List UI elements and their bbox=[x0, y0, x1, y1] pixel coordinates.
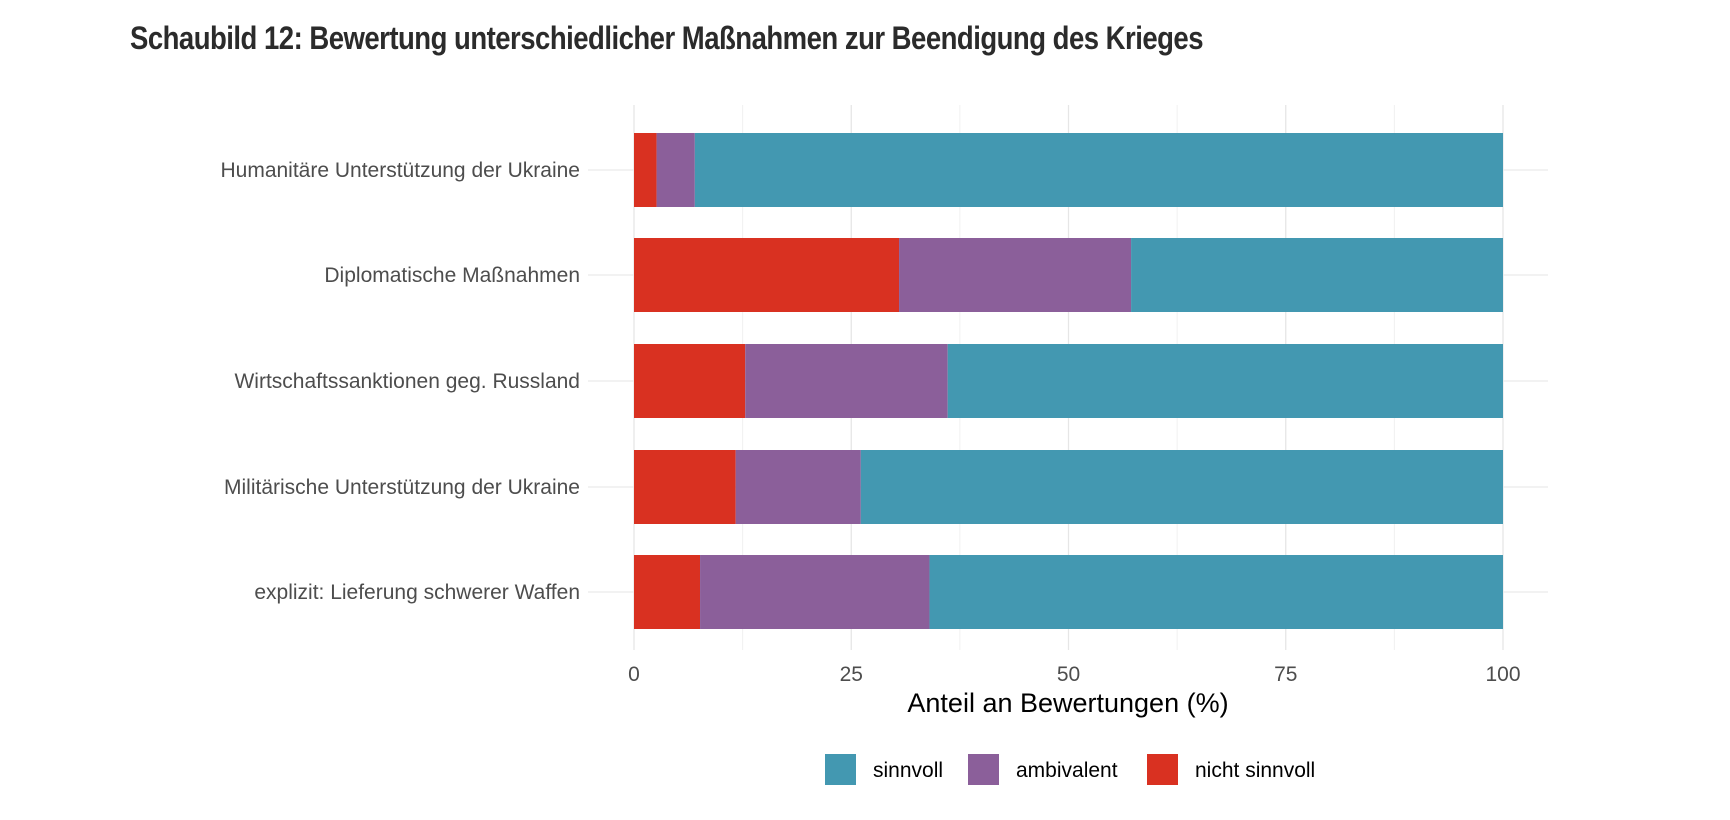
bar-segment-nicht-sinnvoll bbox=[634, 555, 701, 629]
legend-swatch bbox=[825, 754, 856, 785]
x-tick-label: 0 bbox=[628, 663, 640, 686]
bar-segment-ambivalent bbox=[735, 450, 861, 524]
bar-segment-sinnvoll bbox=[947, 344, 1503, 418]
x-axis-title: Anteil an Bewertungen (%) bbox=[907, 688, 1228, 718]
x-tick-label: 50 bbox=[1057, 663, 1080, 686]
bar-segment-nicht-sinnvoll bbox=[634, 450, 736, 524]
legend-label: sinnvoll bbox=[873, 759, 943, 782]
bar-segment-sinnvoll bbox=[694, 133, 1503, 207]
category-label: Wirtschaftssanktionen geg. Russland bbox=[234, 370, 580, 393]
bars bbox=[634, 133, 1503, 629]
bar-segment-nicht-sinnvoll bbox=[634, 238, 900, 312]
bar-segment-sinnvoll bbox=[929, 555, 1503, 629]
chart-title: Schaubild 12: Bewertung unterschiedliche… bbox=[130, 20, 1204, 56]
x-tick-label: 75 bbox=[1274, 663, 1297, 686]
category-labels: Humanitäre Unterstützung der Ukraine Dipl… bbox=[220, 159, 580, 604]
legend-swatch bbox=[1147, 754, 1178, 785]
bar-segment-ambivalent bbox=[745, 344, 948, 418]
bar-segment-nicht-sinnvoll bbox=[634, 344, 746, 418]
x-axis-ticks: 0 25 50 75 100 bbox=[628, 663, 1520, 686]
legend-swatch bbox=[968, 754, 999, 785]
bar-segment-sinnvoll bbox=[1131, 238, 1503, 312]
legend-label: ambivalent bbox=[1016, 759, 1118, 782]
bar-segment-nicht-sinnvoll bbox=[634, 133, 657, 207]
bar-segment-ambivalent bbox=[656, 133, 695, 207]
bar-segment-sinnvoll bbox=[860, 450, 1503, 524]
category-label: Militärische Unterstützung der Ukraine bbox=[224, 476, 580, 499]
x-tick-label: 100 bbox=[1485, 663, 1520, 686]
category-label: Humanitäre Unterstützung der Ukraine bbox=[220, 159, 580, 182]
x-tick-label: 25 bbox=[840, 663, 863, 686]
bar-segment-ambivalent bbox=[899, 238, 1132, 312]
legend: sinnvoll ambivalent nicht sinnvoll bbox=[825, 754, 1315, 785]
category-label: Diplomatische Maßnahmen bbox=[324, 264, 580, 287]
category-label: explizit: Lieferung schwerer Waffen bbox=[254, 581, 580, 604]
bar-segment-ambivalent bbox=[700, 555, 930, 629]
legend-label: nicht sinnvoll bbox=[1195, 759, 1315, 782]
